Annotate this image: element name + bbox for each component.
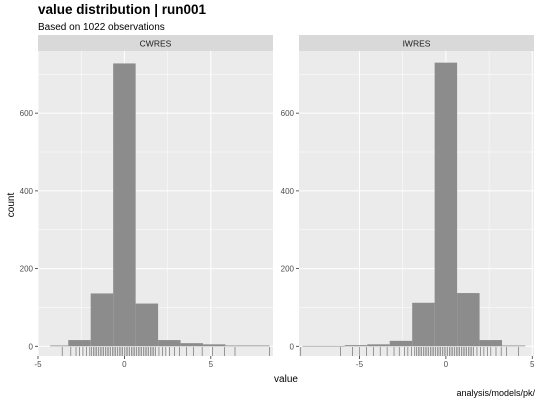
histogram-bar <box>203 344 226 347</box>
histogram-bar <box>180 343 204 347</box>
facet-label: IWRES <box>403 39 431 49</box>
x-tick-label: -5 <box>356 360 364 369</box>
histogram-bar <box>479 340 503 347</box>
histogram-bar <box>225 345 270 347</box>
histogram-bar <box>367 344 390 347</box>
histogram-bar <box>502 345 526 347</box>
histogram-bar <box>158 340 181 347</box>
chart-title: value distribution | run001 <box>38 2 207 17</box>
histogram-bar <box>412 302 435 347</box>
histogram-bar <box>457 293 480 347</box>
facet-strip <box>38 35 273 51</box>
panel-iwres: IWRES 0 200 400 600 -5 0 5 <box>281 35 535 369</box>
y-tick-label: 600 <box>20 109 34 118</box>
histogram-bar <box>90 293 114 347</box>
histogram-bar <box>50 345 69 347</box>
chart-caption: analysis/models/pk/ <box>456 388 535 398</box>
histogram-bar <box>344 345 368 347</box>
y-tick-label: 0 <box>290 342 295 351</box>
histogram-bar <box>389 340 413 347</box>
x-tick-label: -5 <box>34 360 42 369</box>
x-tick-label: 0 <box>444 360 449 369</box>
histogram-bar <box>68 340 91 347</box>
facet-strip <box>299 35 534 51</box>
y-axis-title: count <box>6 193 17 218</box>
x-tick-label: 0 <box>122 360 127 369</box>
histogram-bar <box>302 345 345 347</box>
y-tick-label: 400 <box>281 187 295 196</box>
y-tick-label: 400 <box>20 187 34 196</box>
x-tick-label: 5 <box>530 360 535 369</box>
y-tick-label: 200 <box>281 265 295 274</box>
y-tick-label: 0 <box>29 342 34 351</box>
x-tick-label: 5 <box>209 360 214 369</box>
chart-subtitle: Based on 1022 observations <box>38 22 165 33</box>
histogram-bar <box>135 303 159 347</box>
histogram-bar <box>113 63 136 347</box>
x-axis-title: value <box>274 374 298 385</box>
y-tick-label: 200 <box>20 265 34 274</box>
y-tick-label: 600 <box>281 109 295 118</box>
histogram-bar <box>434 62 458 347</box>
facet-label: CWRES <box>140 39 172 49</box>
